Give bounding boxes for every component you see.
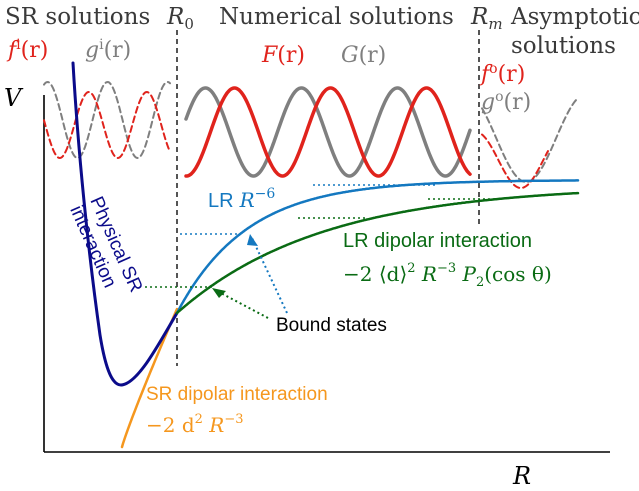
sr-solutions-title: SR solutions: [5, 4, 150, 30]
g-inner-wave: [43, 80, 171, 160]
f-outer-wave: [481, 133, 549, 189]
g-outer-label: go(r): [481, 89, 531, 115]
G-wave: [184, 86, 472, 178]
numerical-solutions-title: Numerical solutions: [219, 4, 454, 30]
x-axis-label: R: [512, 462, 531, 490]
lr-dipolar-label: LR dipolar interaction: [343, 230, 532, 252]
lr-dipolar-curve: [175, 191, 580, 315]
blue-pointer-arrow: [251, 237, 288, 314]
lr-r6-label: LR R−6: [208, 186, 275, 212]
G-label: G(r): [341, 43, 386, 68]
y-axis-label: V: [4, 84, 24, 112]
physical-sr-label: Physical SR interaction: [65, 193, 146, 295]
r0-label: R0: [166, 4, 194, 33]
lr-dipolar-formula: −2 ⟨d⟩2 R−3 P2(cos θ): [343, 261, 552, 290]
f-inner-label: fi(r): [6, 37, 48, 63]
lr-r6-curve: [175, 179, 580, 315]
blue-arrowhead: [247, 234, 258, 246]
green-pointer-arrow: [216, 290, 269, 319]
g-inner-label: gi(r): [85, 37, 131, 63]
f-inner-wave: [43, 90, 171, 160]
bound-states-label: Bound states: [276, 315, 387, 336]
potential-curves: [71, 61, 580, 449]
asymptotic-title: Asymptotic: [510, 4, 639, 30]
rm-label: Rm: [470, 4, 503, 33]
f-outer-label: fo(r): [479, 61, 525, 87]
F-wave: [184, 86, 472, 178]
wavefunctions: [43, 80, 579, 189]
asymptotic-subtitle: solutions: [511, 33, 616, 59]
sr-dipolar-formula: −2 d2 R−3: [146, 412, 244, 437]
green-arrowhead: [212, 288, 226, 298]
physical-sr-curve: [71, 61, 179, 387]
F-label: F(r): [261, 43, 305, 68]
sr-dipolar-label: SR dipolar interaction: [146, 384, 328, 405]
